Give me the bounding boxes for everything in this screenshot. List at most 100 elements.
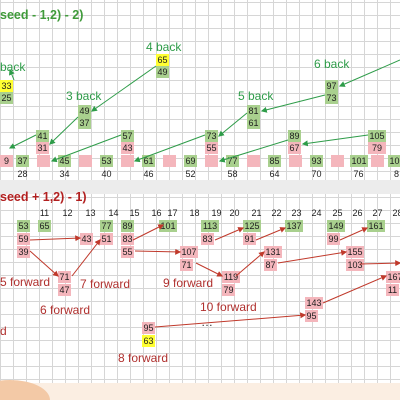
- green-cell: 41: [36, 130, 49, 142]
- forward-label-5: 5 forward: [0, 275, 51, 289]
- column-number: 26: [352, 208, 363, 218]
- green-cell: 73: [205, 130, 218, 142]
- column-number: 11: [39, 208, 50, 218]
- yellow-cell-bottom: 63: [142, 335, 155, 347]
- green-cell: 37: [78, 117, 91, 129]
- pink-cell: 11: [386, 284, 399, 296]
- pink-cell: 9: [0, 155, 13, 167]
- green-cell: 77: [100, 220, 113, 232]
- forward-label-8: 8 forward: [118, 351, 169, 365]
- pink-cell: 55: [121, 246, 134, 258]
- base-cell: 61: [142, 155, 155, 167]
- base-cell: 10: [388, 155, 400, 167]
- pink-cell: 99: [327, 233, 340, 245]
- pink-cell: 71: [180, 259, 193, 271]
- pink-cell: 107: [180, 246, 198, 258]
- green-cell: 57: [121, 130, 134, 142]
- column-number: 13: [85, 208, 96, 218]
- pink-cell: 79: [368, 142, 386, 154]
- index-number: 64: [269, 169, 280, 179]
- pink-cell: [331, 155, 344, 167]
- pink-cell: 31: [36, 142, 49, 154]
- base-cell: 69: [184, 155, 197, 167]
- green-cell: 73: [325, 92, 338, 104]
- green-cell: 105: [368, 130, 386, 142]
- base-cell: 53: [100, 155, 113, 167]
- forward-label-9: 9 forward: [163, 276, 214, 290]
- back-label-5: 5 back: [238, 89, 274, 103]
- pink-cell: [163, 155, 176, 167]
- forward-label-10: 10 forward: [200, 300, 257, 314]
- pink-cell: 43: [80, 233, 93, 245]
- green-cell: 61: [247, 117, 260, 129]
- pink-cell: [247, 155, 260, 167]
- base-cell: 93: [310, 155, 323, 167]
- header-band: [0, 180, 400, 194]
- pink-cell: [37, 155, 50, 167]
- index-number: 46: [143, 169, 154, 179]
- base-cell: 37: [16, 155, 29, 167]
- column-number: 22: [271, 208, 282, 218]
- green-cell: 49: [78, 105, 91, 117]
- back-label-6: 6 back: [314, 57, 350, 71]
- index-number: 40: [101, 169, 112, 179]
- back-label-partial: back: [0, 60, 26, 74]
- pink-cell: 67: [288, 142, 301, 154]
- pink-cell: 167: [386, 271, 400, 283]
- yellow-cell-left: 33: [0, 80, 13, 92]
- green-cell: 89: [288, 130, 301, 142]
- index-number: 34: [59, 169, 70, 179]
- green-cell: 89: [121, 220, 134, 232]
- green-cell: 81: [247, 105, 260, 117]
- column-number: 16: [151, 208, 162, 218]
- column-number: 24: [311, 208, 322, 218]
- pink-cell: 83: [121, 233, 134, 245]
- green-cell: 113: [201, 220, 219, 232]
- pink-cell: 55: [205, 142, 218, 154]
- green-cell: 53: [17, 220, 30, 232]
- formula-top: seed - 1,2) - 2): [0, 8, 84, 22]
- column-number: 21: [251, 208, 262, 218]
- pink-cell: 79: [222, 284, 235, 296]
- pink-cell: 95: [142, 322, 155, 334]
- pink-cell: 91: [243, 233, 256, 245]
- base-cell: 101: [350, 155, 368, 167]
- pink-cell: 71: [58, 271, 71, 283]
- column-number: 15: [129, 208, 140, 218]
- index-number: 52: [185, 169, 196, 179]
- base-cell: 45: [58, 155, 71, 167]
- index-number: 58: [227, 169, 238, 179]
- pink-cell: 95: [305, 310, 318, 322]
- index-number: 76: [353, 169, 364, 179]
- index-number: 28: [17, 169, 28, 179]
- bottom-decor-strip: [0, 383, 400, 400]
- pink-cell: 39: [17, 246, 30, 258]
- pink-cell: [289, 155, 302, 167]
- pink-cell: 51: [100, 233, 113, 245]
- index-number: 8: [393, 169, 399, 179]
- pink-cell: [121, 155, 134, 167]
- column-number: 19: [211, 208, 222, 218]
- back-label-4: 4 back: [146, 40, 182, 54]
- pink-cell: 131: [264, 246, 282, 258]
- back-label-3: 3 back: [66, 89, 102, 103]
- partial-label: d: [0, 324, 7, 338]
- pink-cell: 143: [305, 297, 323, 309]
- pink-cell: 43: [121, 142, 134, 154]
- green-cell: 25: [0, 92, 13, 104]
- column-number: 20: [229, 208, 240, 218]
- pink-cell: [79, 155, 92, 167]
- formula-bottom: seed + 1,2) - 1): [0, 190, 87, 204]
- green-cell: 65: [38, 220, 51, 232]
- green-cell: 101: [159, 220, 177, 232]
- bottom-decor-shape: [0, 380, 50, 400]
- pink-cell: 59: [17, 233, 30, 245]
- yellow-cell-top: 65: [156, 54, 169, 66]
- index-number: 70: [311, 169, 322, 179]
- pink-cell: 103: [346, 259, 364, 271]
- green-cell: 137: [285, 220, 303, 232]
- column-number: 14: [108, 208, 119, 218]
- pink-cell: 83: [201, 233, 214, 245]
